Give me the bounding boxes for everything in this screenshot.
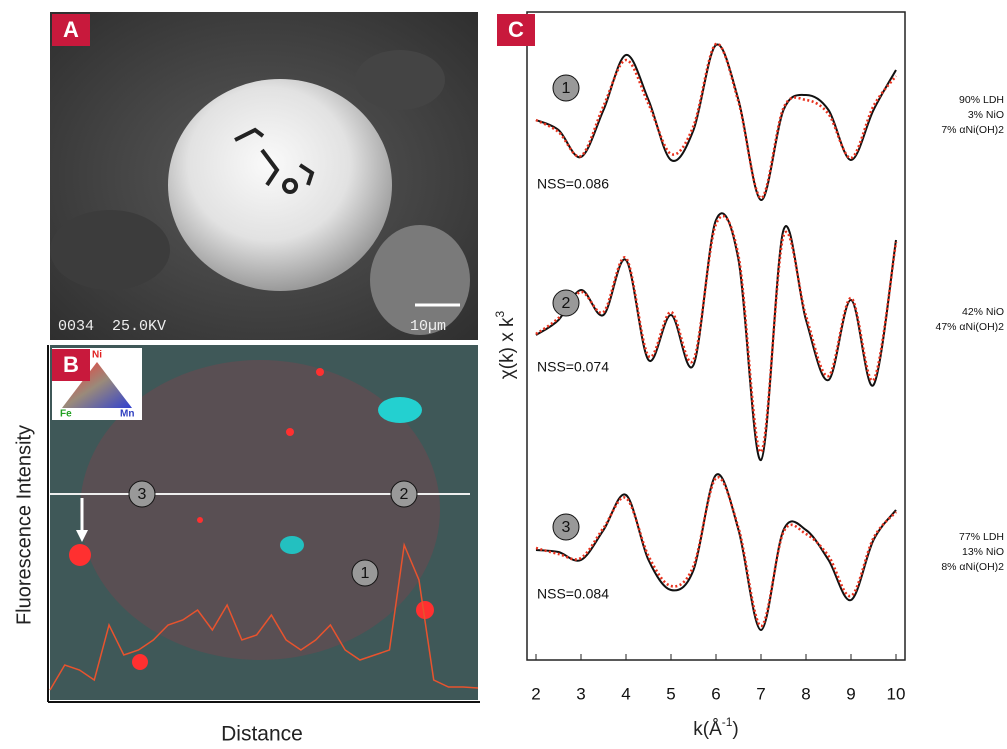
red-spot (132, 654, 148, 670)
panel-label: A (63, 17, 79, 42)
triangle-right: Mn (120, 409, 134, 420)
sphere-outline (80, 360, 440, 660)
panel-label-box (52, 349, 90, 381)
cyan-spot (378, 397, 422, 423)
composition-label: 90% LDH (959, 94, 1004, 106)
red-spot (316, 368, 324, 376)
red-spot (416, 601, 434, 619)
nss-label: NSS=0.084 (537, 586, 609, 602)
red-spot (286, 428, 294, 436)
x-tick-label: 5 (666, 684, 675, 703)
spectrum-fit (535, 214, 898, 454)
y-axis-label: χ(k) x k3 (493, 311, 518, 380)
x-axis-label: k(Å-1) (693, 715, 739, 740)
cyan-spot (280, 536, 304, 554)
sem-info: 0034 25.0KV (58, 318, 166, 335)
nss-label: NSS=0.086 (537, 176, 609, 192)
x-axis-label-text: k(Å (693, 719, 722, 740)
spot-marker (128, 480, 156, 508)
x-tick-label: 4 (621, 684, 630, 703)
panel-label-box (52, 14, 90, 46)
particle (50, 210, 170, 290)
spectrum-fit (535, 475, 897, 628)
panel-label-box (497, 14, 535, 46)
fluorescence-trace (49, 542, 479, 691)
arrow-head (76, 530, 88, 542)
composition-label: 13% NiO (962, 546, 1004, 558)
triangle-legend (62, 362, 132, 408)
scale-bar-label: 10µm (410, 318, 446, 335)
spectrum-fit (535, 42, 898, 200)
spectrum-marker-label: 3 (562, 519, 571, 536)
spectrum-marker (552, 289, 580, 317)
spot-marker (390, 480, 418, 508)
particle (355, 50, 445, 110)
x-tick-label: 8 (801, 684, 810, 703)
x-tick-label: 7 (756, 684, 765, 703)
composition-label: 8% αNi(OH)2 (941, 561, 1004, 573)
red-spot (69, 544, 91, 566)
panel-label: C (508, 17, 524, 42)
plot-frame (526, 11, 906, 661)
spot-label: 2 (400, 486, 409, 503)
triangle-left: Fe (60, 409, 72, 420)
spot-label: 1 (361, 565, 370, 582)
x-tick-label: 9 (846, 684, 855, 703)
x-tick-label: 10 (887, 684, 906, 703)
spectrum-marker (552, 74, 580, 102)
triangle-top: Ni (92, 350, 102, 361)
particle (370, 225, 470, 335)
y-axis-label: Fluorescence Intensity (13, 425, 35, 625)
x-axis-label: Distance (221, 723, 303, 746)
y-axis-label-sup: 3 (493, 311, 507, 318)
spectrum-data (535, 43, 897, 202)
spot-marker (351, 559, 379, 587)
panel-label: B (63, 352, 79, 377)
x-tick-label: 2 (531, 684, 540, 703)
composition-label: 42% NiO (962, 306, 1004, 318)
x-tick-label: 3 (576, 684, 585, 703)
composition-label: 7% αNi(OH)2 (941, 124, 1004, 136)
composition-label: 77% LDH (959, 531, 1004, 543)
spot-label: 3 (138, 486, 147, 503)
sphere (168, 79, 392, 291)
composition-label: 47% αNi(OH)2 (935, 321, 1004, 333)
x-tick-label: 6 (711, 684, 720, 703)
y-axis-label-text: χ(k) x k (497, 317, 518, 379)
spectrum-marker-label: 1 (562, 80, 571, 97)
nss-label: NSS=0.074 (537, 359, 609, 375)
sphere-pits (234, 127, 315, 194)
red-spot (197, 517, 203, 523)
x-axis-label-end: ) (732, 719, 738, 740)
x-axis-label-sup: -1 (722, 715, 733, 729)
spectrum-marker-label: 2 (562, 295, 571, 312)
composition-label: 3% NiO (968, 109, 1004, 121)
spectrum-marker (552, 513, 580, 541)
